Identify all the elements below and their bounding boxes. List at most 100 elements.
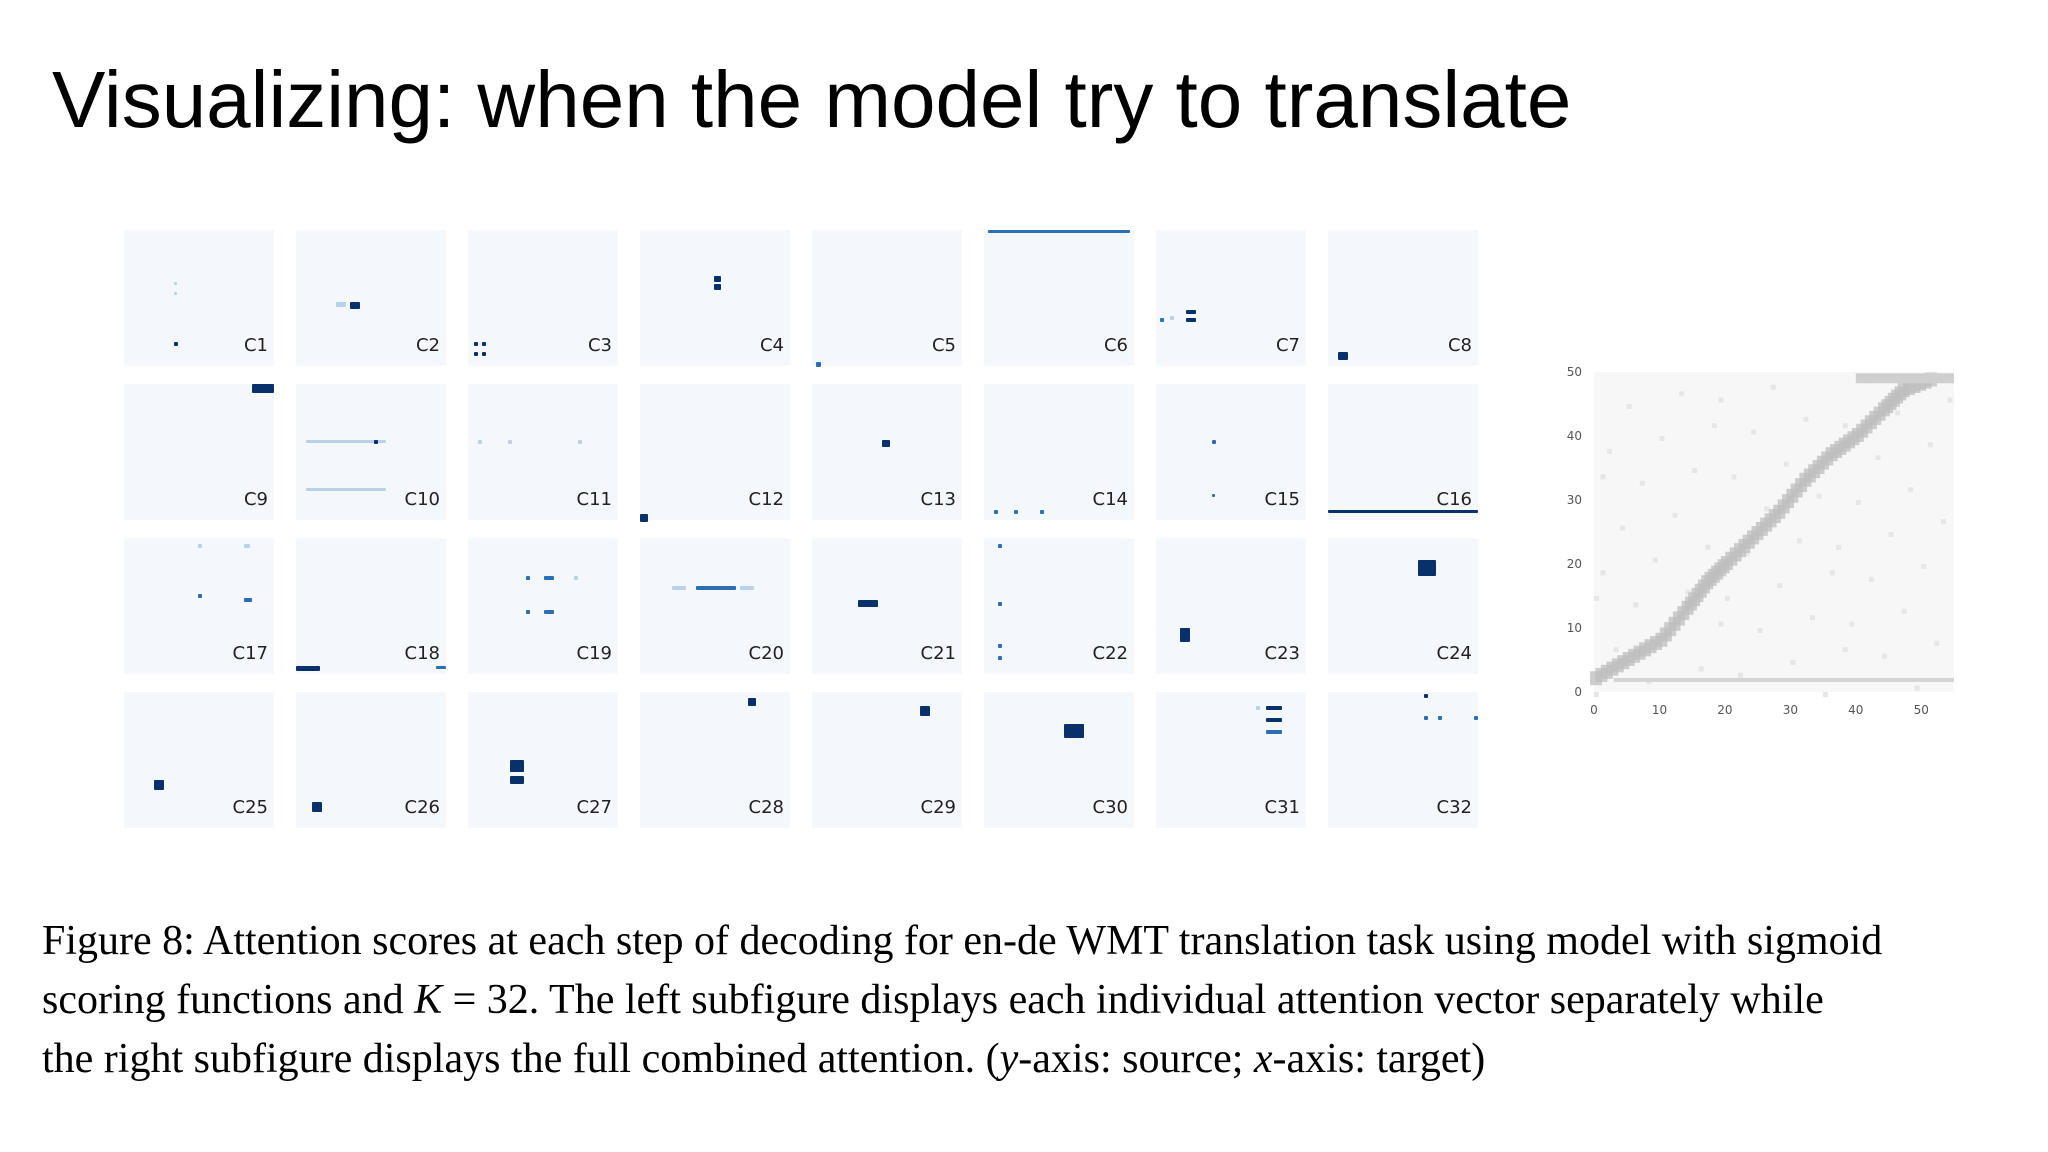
attention-mark bbox=[1014, 510, 1018, 514]
attention-mark bbox=[510, 760, 524, 772]
attention-mark bbox=[1266, 706, 1282, 710]
attention-mark bbox=[988, 230, 1130, 233]
attention-mark bbox=[154, 780, 164, 790]
heatmap-cell bbox=[1921, 564, 1927, 569]
heatmap-cell bbox=[1652, 557, 1658, 563]
panel-label: C24 bbox=[1436, 643, 1472, 664]
attention-mark bbox=[474, 352, 478, 356]
attention-panel: C11 bbox=[468, 384, 618, 520]
attention-mark bbox=[174, 342, 178, 346]
heatmap-cell bbox=[1685, 589, 1691, 595]
panel-label: C27 bbox=[576, 797, 612, 818]
attention-mark bbox=[994, 510, 998, 514]
x-tick-label: 30 bbox=[1783, 703, 1798, 717]
heatmap-cell bbox=[1823, 692, 1829, 697]
attention-panel: C29 bbox=[812, 692, 962, 828]
panel-label: C9 bbox=[243, 489, 268, 510]
panel-label: C30 bbox=[1092, 797, 1128, 818]
panel-label: C13 bbox=[920, 489, 956, 510]
panel-label: C32 bbox=[1436, 797, 1472, 818]
combined-heatmap-svg: 0 10 20 30 40 50 0 10 20 30 40 50 bbox=[1567, 365, 1954, 717]
heatmap-cell bbox=[1901, 608, 1907, 614]
heatmap-cell bbox=[1600, 570, 1606, 576]
heatmap-cell bbox=[1947, 397, 1953, 403]
attention-mark bbox=[998, 544, 1002, 548]
attention-panels-grid: C1 C2 C3 C4 C5 C6 C7 C8 C9 C10 C11 C12 C13 C14 C15 C16 C… bbox=[124, 230, 1494, 830]
attention-mark bbox=[1180, 628, 1190, 642]
attention-panel: C32 bbox=[1328, 692, 1478, 828]
attention-mark bbox=[306, 488, 386, 491]
panel-label: C22 bbox=[1092, 643, 1128, 664]
heatmap-cell bbox=[1613, 647, 1619, 653]
heatmap-cell bbox=[1724, 596, 1730, 601]
attention-mark bbox=[1328, 510, 1478, 513]
heatmap-cell bbox=[1600, 474, 1606, 480]
attention-panel: C22 bbox=[984, 538, 1134, 674]
panel-label: C3 bbox=[587, 335, 612, 356]
attention-panel: C4 bbox=[640, 230, 790, 366]
heatmap-cell bbox=[1914, 685, 1920, 691]
combined-attention-heatmap: 0 10 20 30 40 50 0 10 20 30 40 50 bbox=[1560, 360, 1970, 730]
heatmap-cell bbox=[1888, 532, 1894, 537]
y-tick-label: 40 bbox=[1567, 429, 1582, 443]
attention-mark bbox=[640, 514, 648, 522]
heatmap-cell bbox=[1718, 397, 1724, 403]
attention-panel: C13 bbox=[812, 384, 962, 520]
attention-mark bbox=[714, 284, 721, 290]
attention-mark bbox=[998, 644, 1002, 648]
attention-mark bbox=[482, 342, 486, 346]
attention-mark bbox=[578, 440, 582, 444]
attention-mark bbox=[478, 440, 482, 444]
attention-mark bbox=[544, 576, 554, 580]
attention-mark bbox=[1266, 718, 1282, 722]
heatmap-cell bbox=[1613, 677, 1954, 682]
y-tick-label: 50 bbox=[1567, 365, 1582, 379]
figure-caption: Figure 8: Attention scores at each step … bbox=[42, 912, 2022, 1089]
attention-mark bbox=[198, 594, 202, 598]
caption-text: -axis: source; bbox=[1018, 1036, 1254, 1082]
panel-label: C2 bbox=[415, 335, 440, 356]
heatmap-cell bbox=[1607, 448, 1613, 454]
attention-mark bbox=[374, 440, 378, 444]
panel-label: C25 bbox=[232, 797, 268, 818]
attention-panel: C27 bbox=[468, 692, 618, 828]
x-tick-label: 40 bbox=[1848, 703, 1863, 717]
heatmap-cell bbox=[1698, 666, 1704, 672]
heatmap-cell bbox=[1764, 506, 1770, 512]
heatmap-cell bbox=[1836, 544, 1842, 550]
attention-mark bbox=[748, 698, 756, 706]
x-tick-label: 10 bbox=[1652, 703, 1667, 717]
y-tick-label: 0 bbox=[1574, 685, 1582, 699]
attention-panel: C26 bbox=[296, 692, 446, 828]
panel-label: C10 bbox=[404, 489, 440, 510]
attention-mark bbox=[998, 656, 1002, 660]
heatmap-cell bbox=[1855, 500, 1861, 505]
attention-mark bbox=[350, 302, 360, 309]
heatmap-cell bbox=[1816, 493, 1822, 499]
attention-panel: C6 bbox=[984, 230, 1134, 366]
attention-mark bbox=[1418, 560, 1436, 576]
attention-panel: C8 bbox=[1328, 230, 1478, 366]
heatmap-cell bbox=[1803, 416, 1809, 422]
caption-var-k: K bbox=[414, 977, 443, 1023]
caption-text: Figure 8: Attention scores at each step … bbox=[42, 918, 1883, 964]
attention-mark bbox=[1338, 352, 1348, 360]
caption-line-3: the right subfigure displays the full co… bbox=[42, 1030, 2022, 1089]
panel-label: C18 bbox=[404, 643, 440, 664]
attention-panel: C3 bbox=[468, 230, 618, 366]
attention-mark bbox=[526, 576, 530, 580]
panel-label: C17 bbox=[232, 643, 268, 664]
heatmap-cell bbox=[1757, 628, 1763, 633]
panel-label: C19 bbox=[576, 643, 612, 664]
panel-label: C1 bbox=[243, 335, 268, 356]
attention-mark bbox=[508, 440, 512, 444]
attention-panel: C18 bbox=[296, 538, 446, 674]
attention-panel: C12 bbox=[640, 384, 790, 522]
heatmap-cell bbox=[1868, 576, 1874, 582]
heatmap-cell bbox=[1672, 512, 1678, 518]
heatmap-cell bbox=[1934, 640, 1940, 646]
attention-mark bbox=[1212, 440, 1216, 444]
heatmap-cell bbox=[1810, 615, 1815, 621]
heatmap-cell bbox=[1594, 692, 1599, 697]
attention-mark bbox=[174, 282, 177, 285]
